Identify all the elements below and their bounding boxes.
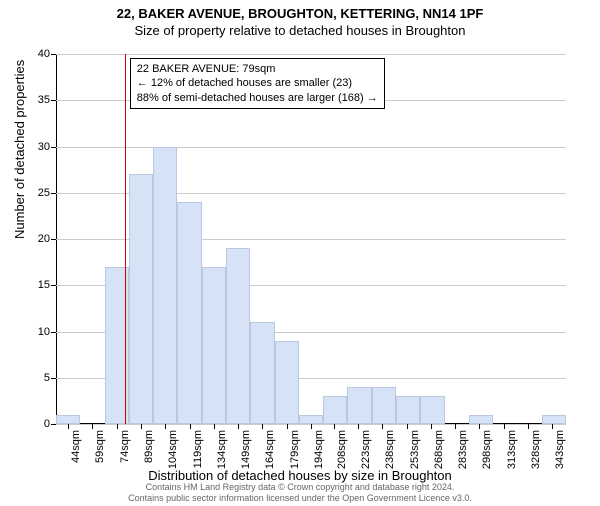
histogram-bar	[469, 415, 493, 424]
x-tick-mark	[528, 424, 529, 429]
histogram-bar	[56, 415, 80, 424]
x-tick-label: 119sqm	[190, 430, 204, 468]
histogram-bar	[275, 341, 299, 424]
y-grid-line	[56, 54, 566, 55]
x-tick-mark	[431, 424, 432, 429]
x-tick-label: 89sqm	[141, 430, 155, 463]
x-tick-label: 343sqm	[552, 430, 566, 469]
x-tick-mark	[141, 424, 142, 429]
x-tick-mark	[92, 424, 93, 429]
y-tick-label: 15	[38, 279, 56, 291]
histogram-bar	[177, 202, 201, 424]
x-tick-mark	[382, 424, 383, 429]
y-tick-label: 0	[44, 418, 56, 430]
y-tick-label: 40	[38, 48, 56, 60]
annotation-line-1: 22 BAKER AVENUE: 79sqm	[137, 62, 378, 76]
y-grid-line	[56, 147, 566, 148]
x-tick-mark	[68, 424, 69, 429]
x-tick-mark	[358, 424, 359, 429]
x-tick-label: 313sqm	[504, 430, 518, 469]
annotation-line-3: 88% of semi-detached houses are larger (…	[137, 91, 378, 105]
histogram-bar	[129, 174, 153, 424]
x-tick-mark	[238, 424, 239, 429]
histogram-chart: 051015202530354044sqm59sqm74sqm89sqm104s…	[56, 54, 566, 424]
x-tick-mark	[190, 424, 191, 429]
histogram-bar	[250, 322, 274, 424]
histogram-bar	[202, 267, 226, 424]
x-tick-label: 59sqm	[92, 430, 106, 463]
x-tick-label: 238sqm	[382, 430, 396, 469]
chart-title-sub: Size of property relative to detached ho…	[0, 23, 600, 38]
x-tick-label: 104sqm	[165, 430, 179, 469]
x-tick-label: 328sqm	[528, 430, 542, 469]
x-tick-label: 208sqm	[334, 430, 348, 469]
x-tick-mark	[455, 424, 456, 429]
histogram-bar	[372, 387, 396, 424]
x-tick-mark	[262, 424, 263, 429]
x-tick-mark	[287, 424, 288, 429]
histogram-bar	[299, 415, 323, 424]
x-tick-mark	[552, 424, 553, 429]
x-tick-mark	[407, 424, 408, 429]
x-tick-label: 179sqm	[287, 430, 301, 469]
footer-line-2: Contains public sector information licen…	[0, 493, 600, 504]
y-tick-label: 10	[38, 326, 56, 338]
x-tick-label: 134sqm	[214, 430, 228, 469]
x-tick-label: 268sqm	[431, 430, 445, 469]
footer-line-1: Contains HM Land Registry data © Crown c…	[0, 482, 600, 493]
x-tick-mark	[479, 424, 480, 429]
x-tick-mark	[165, 424, 166, 429]
property-marker-line	[125, 54, 126, 424]
x-axis-label: Distribution of detached houses by size …	[0, 468, 600, 483]
x-tick-label: 298sqm	[479, 430, 493, 469]
histogram-bar	[396, 396, 420, 424]
y-axis-label: Number of detached properties	[12, 60, 27, 239]
y-tick-label: 35	[38, 94, 56, 106]
x-tick-mark	[117, 424, 118, 429]
x-tick-mark	[214, 424, 215, 429]
histogram-bar	[347, 387, 371, 424]
chart-footer: Contains HM Land Registry data © Crown c…	[0, 482, 600, 504]
histogram-bar	[542, 415, 566, 424]
y-tick-label: 20	[38, 233, 56, 245]
x-tick-mark	[311, 424, 312, 429]
annotation-line-2: ← 12% of detached houses are smaller (23…	[137, 76, 378, 90]
x-tick-label: 44sqm	[68, 430, 82, 463]
histogram-bar	[226, 248, 250, 424]
y-tick-label: 5	[44, 372, 56, 384]
x-tick-label: 223sqm	[358, 430, 372, 469]
y-tick-label: 30	[38, 141, 56, 153]
x-tick-mark	[334, 424, 335, 429]
histogram-bar	[420, 396, 444, 424]
histogram-bar	[323, 396, 347, 424]
x-tick-label: 283sqm	[455, 430, 469, 469]
x-tick-label: 194sqm	[311, 430, 325, 469]
histogram-bar	[153, 147, 177, 425]
x-tick-label: 164sqm	[262, 430, 276, 469]
x-tick-label: 253sqm	[407, 430, 421, 469]
x-tick-mark	[504, 424, 505, 429]
x-tick-label: 149sqm	[238, 430, 252, 469]
y-tick-label: 25	[38, 187, 56, 199]
chart-title-main: 22, BAKER AVENUE, BROUGHTON, KETTERING, …	[0, 6, 600, 21]
annotation-box: 22 BAKER AVENUE: 79sqm← 12% of detached …	[130, 58, 385, 109]
x-tick-label: 74sqm	[117, 430, 131, 463]
